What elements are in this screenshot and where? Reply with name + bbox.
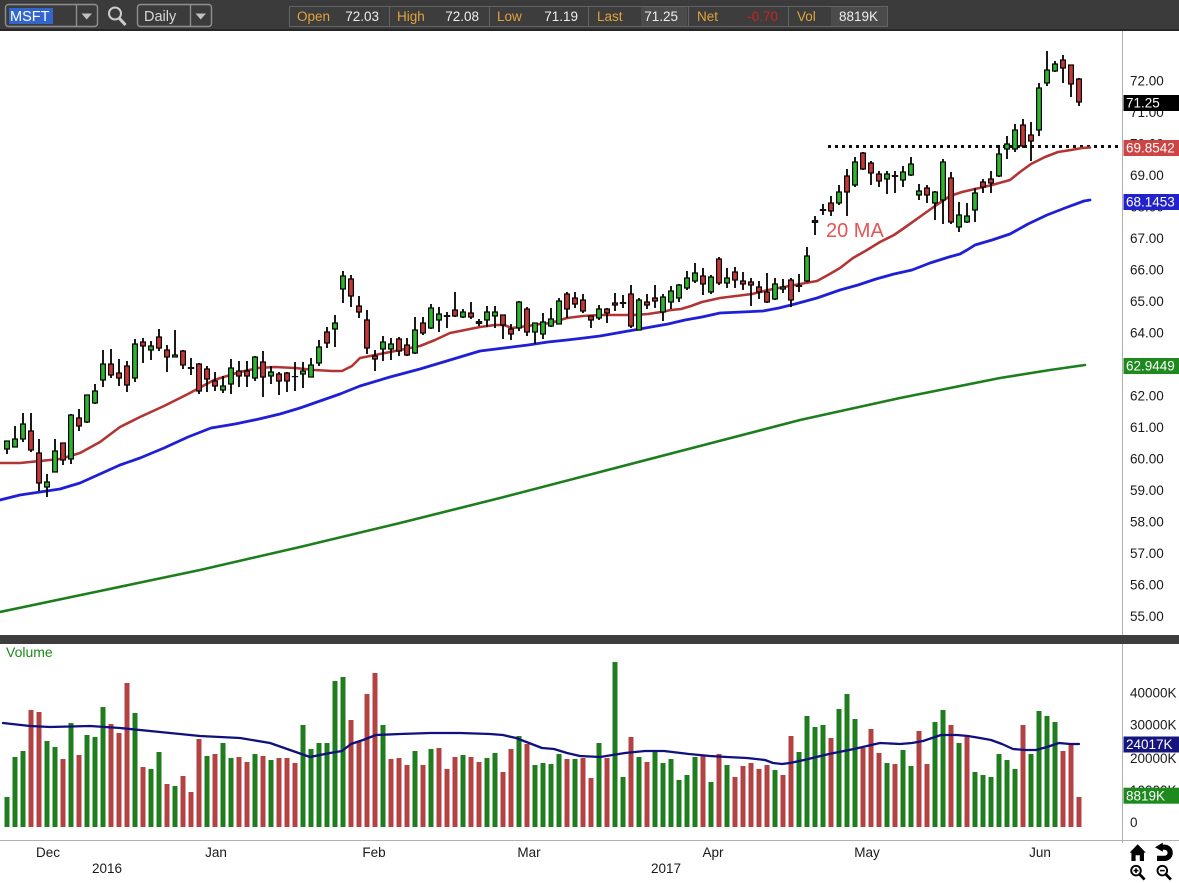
svg-text:60.00: 60.00 (1130, 452, 1164, 467)
svg-text:Net: Net (697, 9, 718, 24)
svg-text:61.00: 61.00 (1130, 420, 1164, 435)
svg-text:66.00: 66.00 (1130, 263, 1164, 278)
svg-text:Apr: Apr (702, 845, 724, 860)
svg-text:68.1453: 68.1453 (1126, 195, 1175, 210)
svg-text:Mar: Mar (517, 845, 541, 860)
svg-text:0: 0 (1130, 815, 1138, 830)
svg-text:Last: Last (597, 9, 623, 24)
svg-text:Volume: Volume (6, 644, 53, 660)
svg-text:62.9449: 62.9449 (1126, 359, 1175, 374)
svg-text:-0.70: -0.70 (747, 9, 778, 24)
svg-text:Jan: Jan (205, 845, 227, 860)
svg-text:71.19: 71.19 (544, 9, 578, 24)
svg-text:64.00: 64.00 (1130, 326, 1164, 341)
svg-text:62.00: 62.00 (1130, 389, 1164, 404)
svg-text:20 MA: 20 MA (826, 220, 884, 242)
svg-text:Open: Open (297, 9, 330, 24)
svg-text:Vol: Vol (797, 9, 816, 24)
svg-text:May: May (854, 845, 880, 860)
svg-text:Jun: Jun (1029, 845, 1051, 860)
svg-text:55.00: 55.00 (1130, 609, 1164, 624)
svg-text:72.08: 72.08 (445, 9, 479, 24)
svg-text:2017: 2017 (651, 861, 681, 876)
svg-text:71.25: 71.25 (644, 9, 678, 24)
svg-text:67.00: 67.00 (1130, 231, 1164, 246)
svg-text:56.00: 56.00 (1130, 578, 1164, 593)
svg-text:72.03: 72.03 (345, 9, 379, 24)
svg-text:2016: 2016 (92, 861, 122, 876)
svg-text:Feb: Feb (362, 845, 385, 860)
svg-text:65.00: 65.00 (1130, 294, 1164, 309)
svg-text:8819K: 8819K (839, 9, 878, 24)
svg-text:Low: Low (497, 9, 522, 24)
svg-text:8819K: 8819K (1126, 788, 1165, 803)
svg-text:69.8542: 69.8542 (1126, 141, 1175, 156)
svg-text:MSFT: MSFT (10, 9, 50, 25)
svg-text:24017K: 24017K (1126, 737, 1173, 752)
svg-text:Dec: Dec (36, 845, 60, 860)
svg-text:59.00: 59.00 (1130, 483, 1164, 498)
svg-text:57.00: 57.00 (1130, 546, 1164, 561)
svg-text:40000K: 40000K (1130, 686, 1177, 701)
svg-text:72.00: 72.00 (1130, 74, 1164, 89)
svg-text:20000K: 20000K (1130, 751, 1177, 766)
svg-text:High: High (397, 9, 425, 24)
svg-text:71.25: 71.25 (1126, 96, 1160, 111)
svg-text:Daily: Daily (144, 9, 177, 25)
svg-text:30000K: 30000K (1130, 718, 1177, 733)
svg-text:58.00: 58.00 (1130, 515, 1164, 530)
svg-text:69.00: 69.00 (1130, 168, 1164, 183)
